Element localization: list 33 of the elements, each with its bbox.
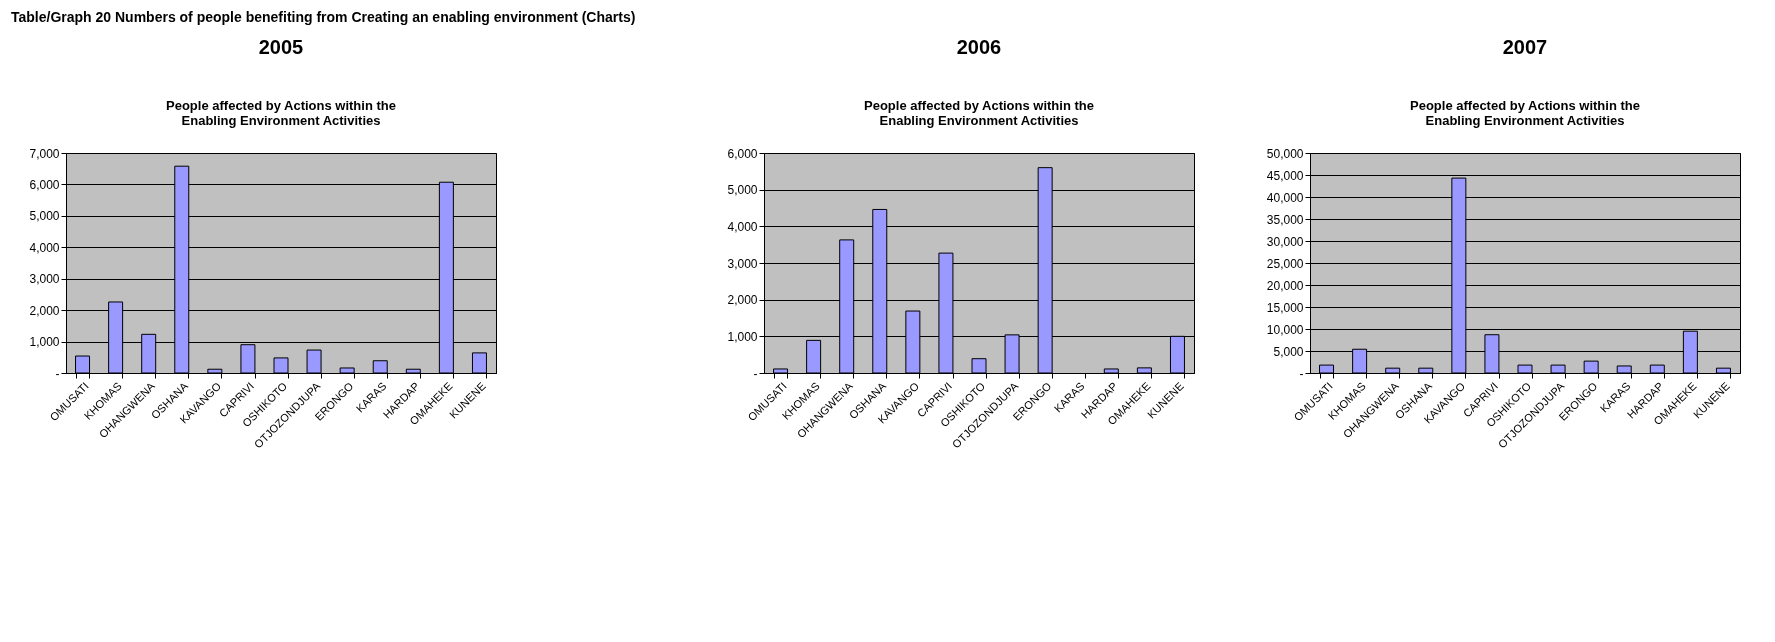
y-tick-label: 40,000 — [1266, 190, 1304, 205]
y-tick-label: 5,000 — [727, 183, 758, 198]
y-tick-label: 5,000 — [29, 209, 60, 224]
chart-title: People affected by Actions within the Enabling Environment Activities — [166, 98, 396, 128]
y-tick-label: 15,000 — [1266, 300, 1304, 315]
y-tick-label: 5,000 — [1273, 344, 1304, 359]
y-tick-label: - — [55, 366, 60, 381]
text: 2007 — [1502, 36, 1548, 58]
y-tick-label: 25,000 — [1266, 256, 1304, 271]
y-tick-label: 50,000 — [1266, 146, 1304, 161]
chart-title: People affected by Actions within the Enabling Environment Activities — [1410, 98, 1640, 128]
y-tick-label: 20,000 — [1266, 278, 1304, 293]
y-tick-label: 3,000 — [727, 256, 758, 271]
y-tick-label: 7,000 — [29, 146, 60, 161]
y-tick-label: 30,000 — [1266, 234, 1304, 249]
y-tick-label: 4,000 — [29, 240, 60, 255]
y-tick-label: - — [1299, 366, 1304, 381]
y-tick-label: 3,000 — [29, 272, 60, 287]
y-tick-label: 1,000 — [29, 335, 60, 350]
y-tick-label: 10,000 — [1266, 322, 1304, 337]
text: 2006 — [956, 36, 1002, 58]
y-tick-label: 2,000 — [727, 293, 758, 308]
y-tick-label: 2,000 — [29, 303, 60, 318]
text: Table/Graph 20 Numbers of people benefiting from Creating an enabling environment (Charts) — [11, 9, 636, 25]
y-tick-label: 45,000 — [1266, 168, 1304, 183]
y-tick-label: 1,000 — [727, 329, 758, 344]
y-tick-label: - — [753, 366, 758, 381]
chart-title: People affected by Actions within the Enabling Environment Activities — [864, 98, 1094, 128]
y-tick-label: 4,000 — [727, 219, 758, 234]
y-tick-label: 35,000 — [1266, 212, 1304, 227]
text: 2005 — [258, 36, 304, 58]
y-tick-label: 6,000 — [29, 177, 60, 192]
y-tick-label: 6,000 — [727, 146, 758, 161]
